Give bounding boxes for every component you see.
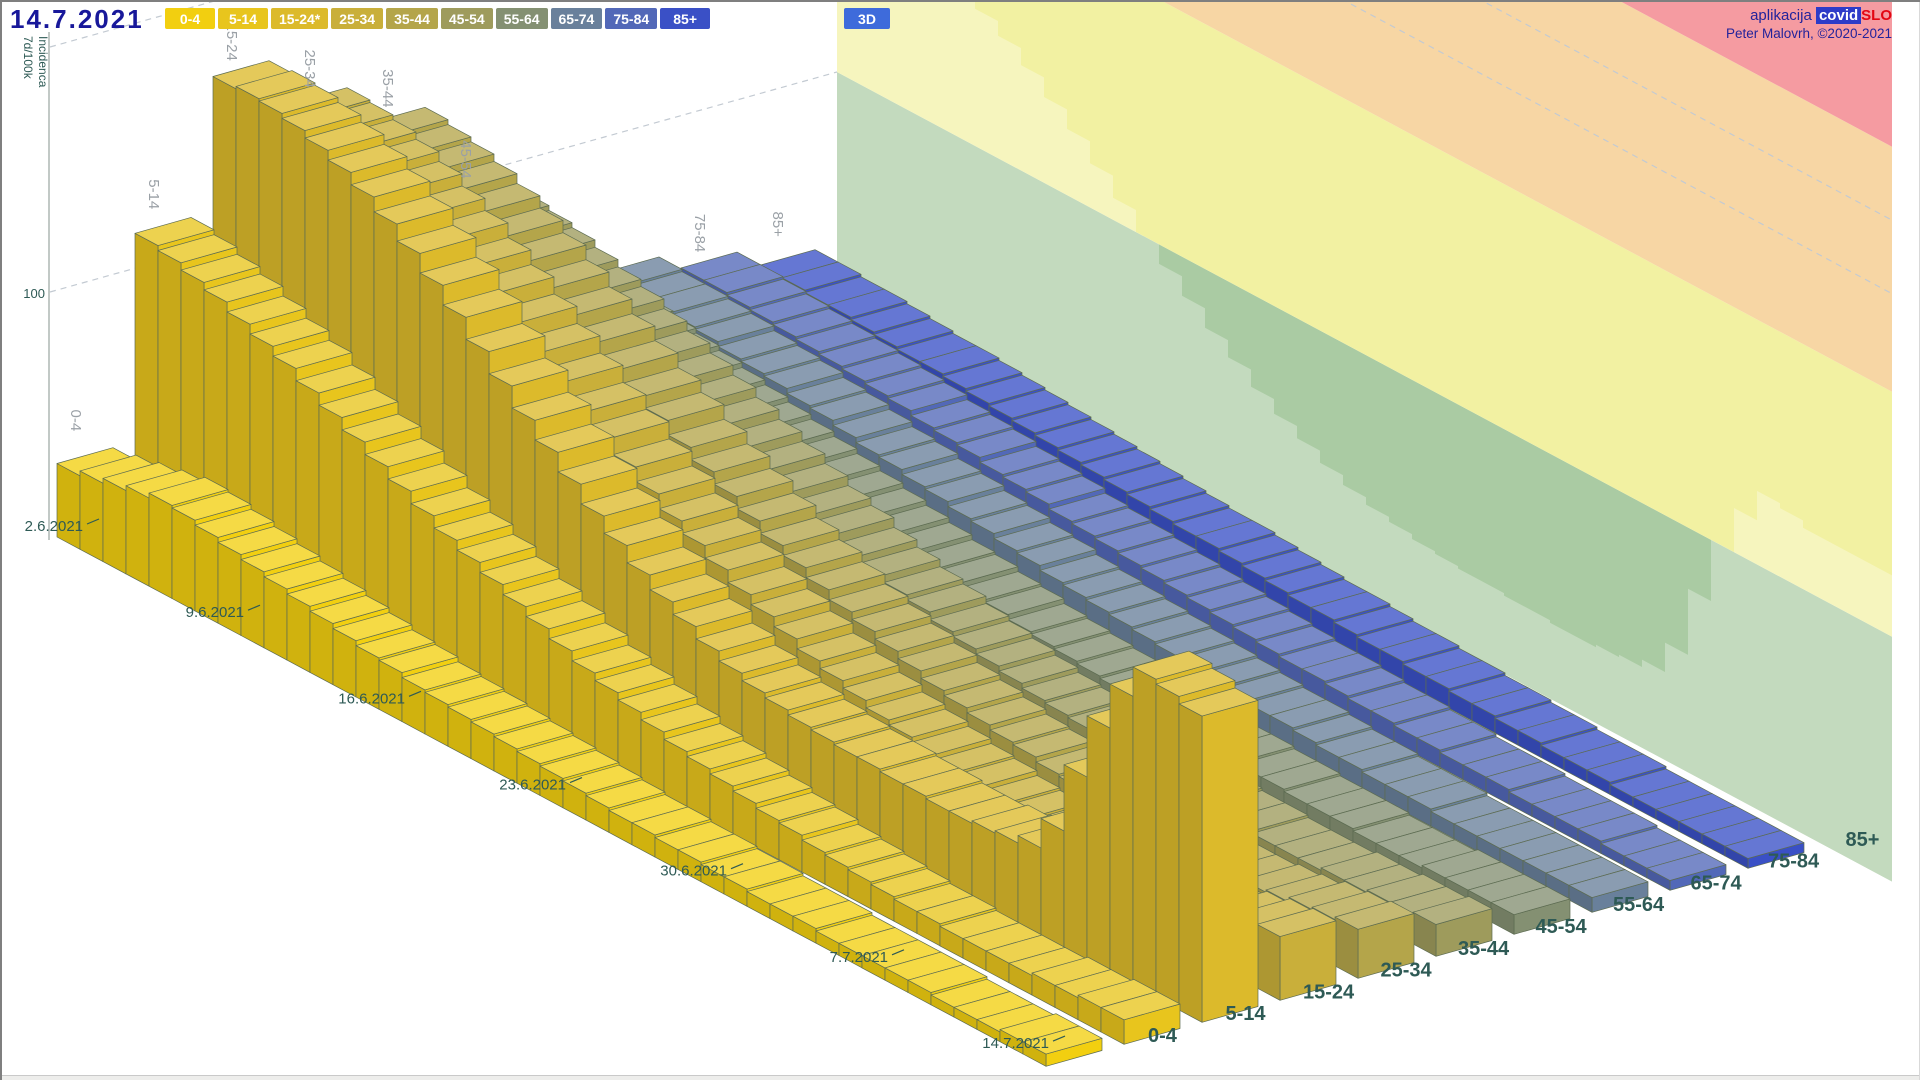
age-button-65-74[interactable]: 65-74 (550, 8, 603, 29)
age-axis-label: 65-74 (1691, 872, 1743, 894)
date-tick-label: 16.6.2021 (338, 690, 405, 707)
date-axis: 2.6.2021 9.6.2021 16.6.2021 23.6.2021 30.6.2… (25, 518, 1066, 1052)
age-axis-label: 75-84 (1768, 851, 1820, 873)
row-top-label: 25-34 (301, 50, 318, 88)
age-button-0-4[interactable]: 0-4 (165, 8, 215, 29)
age-axis-label: 0-4 (1148, 1025, 1178, 1047)
age-axis-label: 15-24 (1303, 981, 1355, 1003)
row-top-label: 15-24 (223, 23, 240, 61)
row-top-label: 75-84 (691, 214, 708, 252)
y-tick-label: 100 (23, 286, 45, 301)
row-top-label: 0-4 (67, 410, 84, 432)
age-axis: 0-4 5-14 15-24 25-34 35-44 45-54 55-64 65-74 75-… (67, 23, 1879, 1048)
current-date-label: 14.7.2021 (10, 4, 144, 34)
bar-row-0-4 (56, 447, 1103, 1067)
credits-brand-covid: covid (1815, 7, 1862, 24)
age-axis-label: 45-54 (1536, 916, 1588, 938)
age-axis-label: 35-44 (1458, 938, 1510, 960)
row-top-label: 85+ (769, 212, 786, 238)
age-button-85plus[interactable]: 85+ (660, 8, 711, 29)
credits-block: aplikacija covid SLO Peter Malovrh, ©2020… (1726, 7, 1892, 43)
row-top-label: 35-44 (379, 69, 396, 107)
date-tick-label: 30.6.2021 (660, 863, 727, 880)
date-tick-label: 9.6.2021 (186, 604, 244, 621)
credits-author: Peter Malovrh, ©2020-2021 (1725, 25, 1892, 41)
date-tick-label: 23.6.2021 (499, 777, 566, 794)
age-axis-label: 85+ (1846, 829, 1880, 851)
age-button-55-64[interactable]: 55-64 (495, 8, 548, 29)
y-axis-title-2: Incidenca (36, 36, 50, 88)
date-tick-label: 14.7.2021 (982, 1035, 1049, 1052)
row-top-label: 45-54 (457, 140, 474, 178)
age-axis-label: 55-64 (1613, 894, 1665, 916)
age-axis-label: 5-14 (1226, 1003, 1267, 1025)
mode-3d-button[interactable]: 3D (844, 8, 890, 29)
credits-app-prefix: aplikacija (1750, 7, 1812, 24)
credits-brand-slo: SLO (1861, 7, 1892, 24)
age-axis-label: 25-34 (1381, 960, 1433, 982)
age-group-button-bar: 0-4 5-14 15-24* 25-34 35-44 45-54 55-64 65-74 75… (165, 8, 711, 29)
age-button-25-34[interactable]: 25-34 (331, 8, 384, 29)
bottom-scrollbar[interactable] (2, 1075, 1920, 1080)
row-top-label: 5-14 (145, 179, 162, 209)
wall-silhouette (837, 2, 1892, 882)
age-button-5-14[interactable]: 5-14 (218, 8, 268, 29)
risk-wall (837, 2, 1892, 882)
date-tick-label: 2.6.2021 (25, 518, 83, 535)
age-button-45-54[interactable]: 45-54 (440, 8, 493, 29)
y-axis-title-1: 7d/100k (21, 36, 35, 80)
age-button-15-24[interactable]: 15-24* (271, 8, 329, 29)
age-button-75-84[interactable]: 75-84 (605, 8, 658, 29)
age-button-35-44[interactable]: 35-44 (386, 8, 438, 29)
bar-row-5-14 (134, 217, 1181, 1045)
date-tick-label: 7.7.2021 (830, 949, 888, 966)
